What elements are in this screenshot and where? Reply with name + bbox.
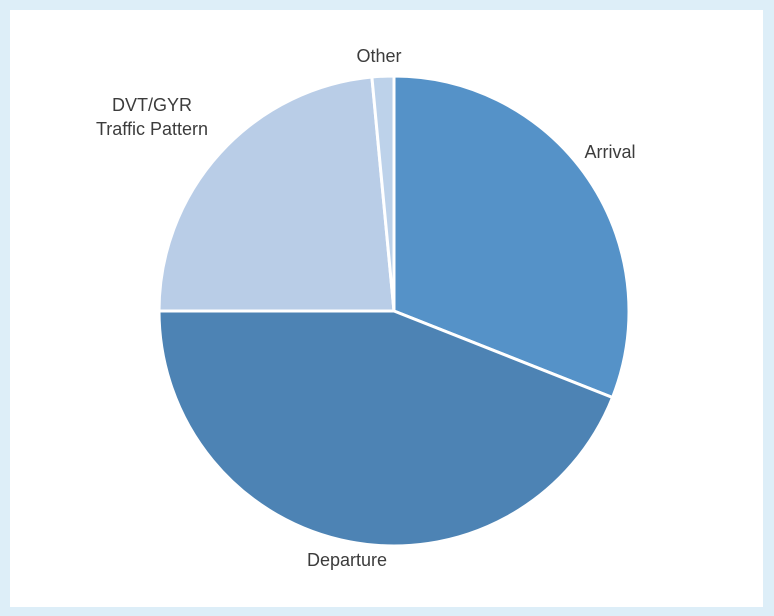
pie-slice-arrival	[392, 74, 631, 400]
slice-label-line: Arrival	[584, 142, 635, 162]
slice-label-line: Other	[356, 46, 401, 66]
slice-label-line: Departure	[307, 550, 387, 570]
slice-label-arrival: Arrival	[584, 142, 635, 162]
slice-label-line: Traffic Pattern	[96, 119, 208, 139]
slice-label-departure: Departure	[307, 550, 387, 570]
slice-label-line: DVT/GYR	[112, 95, 192, 115]
chart-panel: Arrival Departure DVT/GYR Traffic Pattern Ot…	[10, 10, 763, 607]
pie-slice-other	[370, 74, 396, 313]
pie-slice-dvt-gyr-traffic-pattern	[157, 75, 396, 313]
slice-label-other: Other	[356, 46, 401, 66]
slice-label-dvt-gyr-traffic-pattern: DVT/GYR Traffic Pattern	[96, 95, 208, 139]
pie-chart: Arrival Departure DVT/GYR Traffic Pattern Ot…	[96, 46, 636, 570]
pie-slice-departure	[157, 309, 614, 548]
